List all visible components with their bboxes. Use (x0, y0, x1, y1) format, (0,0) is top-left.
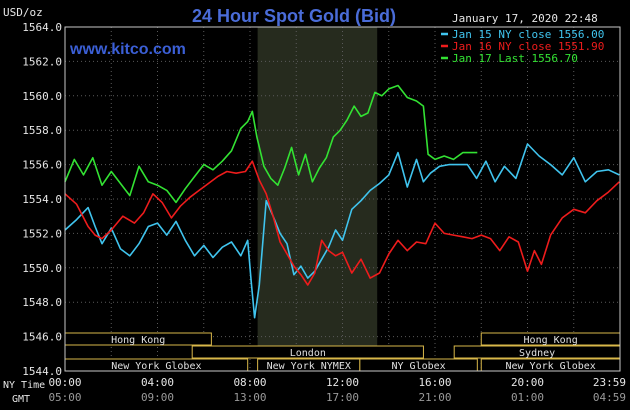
session-label: NY Globex (391, 361, 445, 372)
gmt-label: GMT (12, 394, 30, 405)
session-label: Hong Kong (111, 335, 165, 346)
site-watermark[interactable]: www.kitco.com (69, 41, 186, 58)
x-tick-label-ny: 12:00 (326, 376, 359, 389)
y-axis-tick-labels: 1544.0 1546.0 1548.0 1550.0 1552.0 1554.0 1556… (22, 21, 62, 378)
x-tick-label-ny: 08:00 (233, 376, 266, 389)
y-tick-label: 1554.0 (22, 193, 62, 206)
series-line-jan15 (64, 143, 620, 319)
x-tick-label-gmt: 09:00 (141, 391, 174, 404)
series-layer (64, 84, 620, 319)
y-tick-label: 1556.0 (22, 159, 62, 172)
session-label: London (290, 348, 326, 359)
legend-label-jan16: Jan 16 NY close 1551.90 (452, 40, 604, 53)
y-tick-label: 1562.0 (22, 55, 62, 68)
y-tick-label: 1544.0 (22, 365, 62, 378)
x-tick-label-ny: 23:59 (593, 376, 626, 389)
timestamp: January 17, 2020 22:48 (452, 12, 598, 25)
session-label: Hong Kong (524, 335, 578, 346)
legend-label-jan17: Jan 17 Last 1556.70 (452, 52, 578, 65)
y-tick-label: 1552.0 (22, 227, 62, 240)
y-tick-label: 1550.0 (22, 262, 62, 275)
y-tick-label: 1558.0 (22, 124, 62, 137)
y-tick-label: 1560.0 (22, 90, 62, 103)
units-label: USD/oz (3, 6, 43, 19)
x-tick-label-gmt: 01:00 (511, 391, 544, 404)
chart-title: 24 Hour Spot Gold (Bid) (192, 6, 396, 26)
x-tick-label-gmt: 05:00 (48, 391, 81, 404)
x-axis-tick-labels: 00:00 05:00 04:00 09:00 08:00 13:00 12:00 17:00… (48, 376, 626, 404)
trading-sessions-layer: Hong Kong London New York Globex New York N… (64, 332, 621, 372)
y-tick-label: 1564.0 (22, 21, 62, 34)
legend-label-jan15: Jan 15 NY close 1556.00 (452, 28, 604, 41)
x-tick-label-gmt: 04:59 (593, 391, 626, 404)
session-label: New York Globex (505, 361, 595, 372)
session-box (191, 345, 424, 359)
x-tick-label-gmt: 13:00 (233, 391, 266, 404)
x-tick-label-ny: 00:00 (48, 376, 81, 389)
y-tick-label: 1548.0 (22, 296, 62, 309)
ny-time-label: NY Time (3, 380, 45, 391)
legend: Jan 15 NY close 1556.00 Jan 16 NY close … (441, 28, 604, 65)
series-line-jan16 (64, 160, 620, 286)
y-tick-label: 1546.0 (22, 331, 62, 344)
session-label: New York NYMEX (267, 361, 351, 372)
x-tick-label-gmt: 21:00 (418, 391, 451, 404)
x-tick-label-ny: 20:00 (511, 376, 544, 389)
x-tick-label-gmt: 17:00 (326, 391, 359, 404)
session-label: New York Globex (111, 361, 201, 372)
session-label: Sydney (519, 348, 555, 359)
series-line-jan17 (64, 84, 478, 204)
plot-frame (64, 26, 621, 372)
x-tick-label-ny: 16:00 (418, 376, 451, 389)
x-tick-label-ny: 04:00 (141, 376, 174, 389)
